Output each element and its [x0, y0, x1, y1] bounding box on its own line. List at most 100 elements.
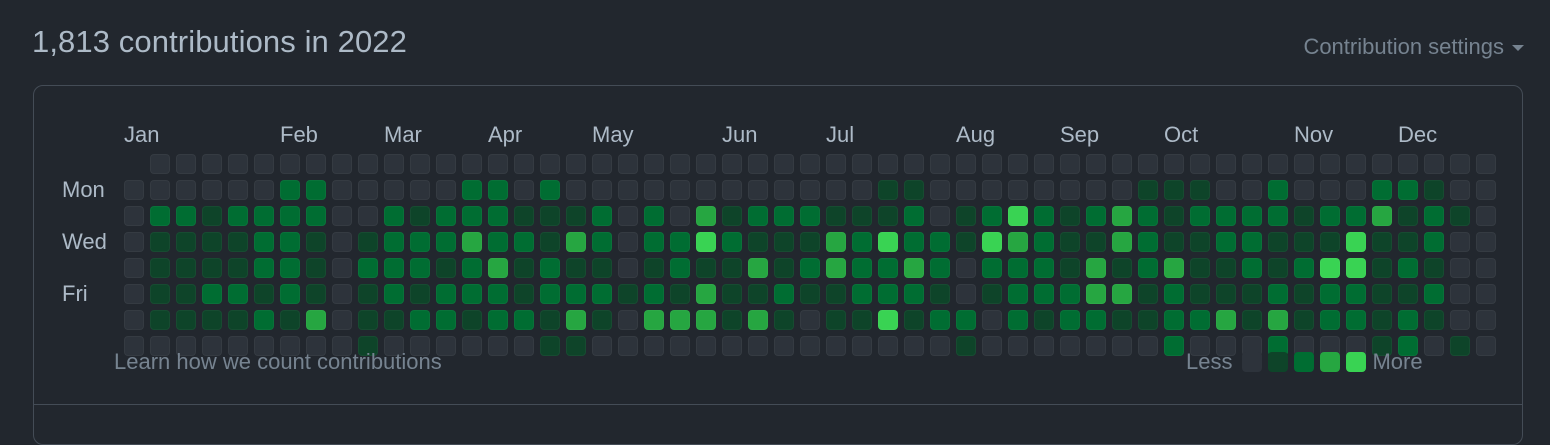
- contribution-day-cell[interactable]: [826, 258, 846, 278]
- contribution-day-cell[interactable]: [722, 310, 742, 330]
- contribution-day-cell[interactable]: [644, 258, 664, 278]
- contribution-day-cell[interactable]: [1372, 154, 1392, 174]
- contribution-day-cell[interactable]: [670, 206, 690, 226]
- contribution-day-cell[interactable]: [1008, 336, 1028, 356]
- contribution-day-cell[interactable]: [150, 310, 170, 330]
- contribution-day-cell[interactable]: [410, 180, 430, 200]
- contribution-day-cell[interactable]: [618, 206, 638, 226]
- contribution-day-cell[interactable]: [566, 180, 586, 200]
- contribution-day-cell[interactable]: [150, 180, 170, 200]
- contribution-day-cell[interactable]: [124, 258, 144, 278]
- contribution-day-cell[interactable]: [436, 258, 456, 278]
- contribution-day-cell[interactable]: [930, 310, 950, 330]
- contribution-day-cell[interactable]: [1086, 284, 1106, 304]
- contribution-day-cell[interactable]: [176, 284, 196, 304]
- contribution-day-cell[interactable]: [722, 180, 742, 200]
- contribution-day-cell[interactable]: [1398, 310, 1418, 330]
- contribution-day-cell[interactable]: [202, 310, 222, 330]
- contribution-day-cell[interactable]: [124, 180, 144, 200]
- contribution-day-cell[interactable]: [982, 336, 1002, 356]
- contribution-day-cell[interactable]: [1372, 232, 1392, 252]
- contribution-day-cell[interactable]: [358, 232, 378, 252]
- contribution-day-cell[interactable]: [384, 310, 404, 330]
- contribution-day-cell[interactable]: [176, 336, 196, 356]
- contribution-day-cell[interactable]: [540, 180, 560, 200]
- contribution-day-cell[interactable]: [1138, 206, 1158, 226]
- contribution-day-cell[interactable]: [462, 284, 482, 304]
- contribution-day-cell[interactable]: [826, 284, 846, 304]
- contribution-day-cell[interactable]: [566, 232, 586, 252]
- contribution-day-cell[interactable]: [774, 284, 794, 304]
- contribution-day-cell[interactable]: [878, 284, 898, 304]
- contribution-day-cell[interactable]: [1164, 154, 1184, 174]
- contribution-day-cell[interactable]: [1372, 258, 1392, 278]
- contribution-day-cell[interactable]: [1216, 154, 1236, 174]
- contribution-day-cell[interactable]: [540, 232, 560, 252]
- contribution-day-cell[interactable]: [800, 310, 820, 330]
- contribution-day-cell[interactable]: [514, 336, 534, 356]
- contribution-day-cell[interactable]: [774, 180, 794, 200]
- contribution-day-cell[interactable]: [540, 310, 560, 330]
- contribution-day-cell[interactable]: [644, 206, 664, 226]
- contribution-day-cell[interactable]: [1060, 284, 1080, 304]
- contribution-day-cell[interactable]: [280, 310, 300, 330]
- contribution-day-cell[interactable]: [150, 284, 170, 304]
- contribution-day-cell[interactable]: [618, 154, 638, 174]
- contribution-day-cell[interactable]: [696, 206, 716, 226]
- contribution-day-cell[interactable]: [696, 336, 716, 356]
- contribution-day-cell[interactable]: [1268, 284, 1288, 304]
- contribution-day-cell[interactable]: [1320, 258, 1340, 278]
- contribution-day-cell[interactable]: [904, 154, 924, 174]
- contribution-day-cell[interactable]: [124, 206, 144, 226]
- contribution-day-cell[interactable]: [904, 284, 924, 304]
- contribution-day-cell[interactable]: [254, 258, 274, 278]
- contribution-day-cell[interactable]: [1424, 232, 1444, 252]
- contribution-day-cell[interactable]: [462, 232, 482, 252]
- contribution-day-cell[interactable]: [332, 154, 352, 174]
- contribution-day-cell[interactable]: [124, 310, 144, 330]
- contribution-day-cell[interactable]: [1398, 336, 1418, 356]
- contribution-day-cell[interactable]: [852, 258, 872, 278]
- contribution-day-cell[interactable]: [176, 258, 196, 278]
- contribution-day-cell[interactable]: [1242, 232, 1262, 252]
- contribution-day-cell[interactable]: [904, 258, 924, 278]
- contribution-day-cell[interactable]: [670, 180, 690, 200]
- contribution-day-cell[interactable]: [878, 258, 898, 278]
- contribution-day-cell[interactable]: [644, 154, 664, 174]
- contribution-day-cell[interactable]: [592, 180, 612, 200]
- contribution-day-cell[interactable]: [228, 180, 248, 200]
- contribution-day-cell[interactable]: [1294, 206, 1314, 226]
- contribution-day-cell[interactable]: [1346, 206, 1366, 226]
- contribution-day-cell[interactable]: [826, 232, 846, 252]
- contribution-day-cell[interactable]: [878, 232, 898, 252]
- contribution-day-cell[interactable]: [306, 154, 326, 174]
- contribution-day-cell[interactable]: [748, 180, 768, 200]
- contribution-day-cell[interactable]: [176, 310, 196, 330]
- contribution-day-cell[interactable]: [800, 180, 820, 200]
- contribution-day-cell[interactable]: [514, 232, 534, 252]
- contribution-day-cell[interactable]: [1242, 154, 1262, 174]
- contribution-day-cell[interactable]: [410, 310, 430, 330]
- contribution-day-cell[interactable]: [826, 180, 846, 200]
- contribution-day-cell[interactable]: [332, 258, 352, 278]
- contribution-day-cell[interactable]: [1034, 154, 1054, 174]
- contribution-day-cell[interactable]: [306, 258, 326, 278]
- contribution-day-cell[interactable]: [1476, 284, 1496, 304]
- contribution-day-cell[interactable]: [280, 258, 300, 278]
- contribution-day-cell[interactable]: [566, 206, 586, 226]
- contribution-day-cell[interactable]: [644, 284, 664, 304]
- contribution-day-cell[interactable]: [644, 232, 664, 252]
- contribution-day-cell[interactable]: [774, 310, 794, 330]
- contribution-day-cell[interactable]: [1268, 206, 1288, 226]
- contribution-day-cell[interactable]: [436, 154, 456, 174]
- contribution-day-cell[interactable]: [748, 310, 768, 330]
- contribution-day-cell[interactable]: [1164, 336, 1184, 356]
- contribution-day-cell[interactable]: [618, 284, 638, 304]
- contribution-day-cell[interactable]: [1424, 310, 1444, 330]
- contribution-day-cell[interactable]: [124, 232, 144, 252]
- contribution-day-cell[interactable]: [1424, 336, 1444, 356]
- contribution-day-cell[interactable]: [332, 336, 352, 356]
- contribution-day-cell[interactable]: [982, 154, 1002, 174]
- contribution-day-cell[interactable]: [644, 336, 664, 356]
- contribution-day-cell[interactable]: [670, 154, 690, 174]
